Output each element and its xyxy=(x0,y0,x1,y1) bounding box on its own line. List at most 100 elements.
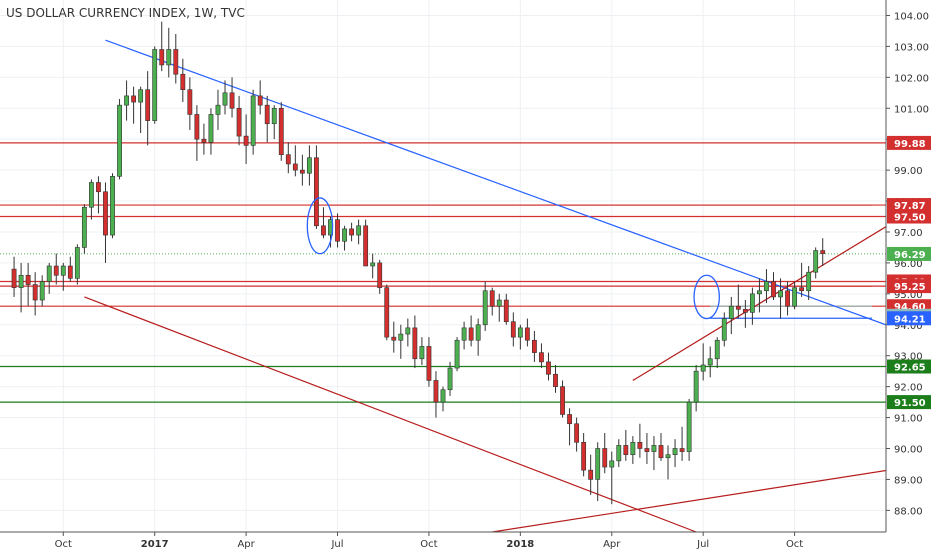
candle-body xyxy=(609,460,615,468)
highlight-ellipse xyxy=(306,197,334,255)
candle-body xyxy=(243,135,249,146)
x-ticks: Oct 2017 Apr Jul Oct 2018 Apr Jul Oct xyxy=(55,532,803,550)
y-tick-label: 101.00 xyxy=(894,104,929,115)
candle-body xyxy=(475,324,481,341)
x-tick-label: Apr xyxy=(237,539,255,550)
candle-body xyxy=(560,386,565,415)
x-tick-label: Apr xyxy=(603,539,621,550)
level-lines xyxy=(0,142,886,403)
candle-body xyxy=(391,336,397,341)
candle-body xyxy=(503,299,509,322)
price-tag-label: 94.60 xyxy=(894,302,926,313)
y-tick-label: 92.00 xyxy=(894,383,923,394)
candle-body xyxy=(721,318,727,341)
candle-body xyxy=(454,339,460,369)
candle-body xyxy=(679,448,685,452)
price-tag-label: 91.50 xyxy=(894,398,926,409)
x-tick-label: Jul xyxy=(696,539,709,550)
price-tag-label: 96.29 xyxy=(894,250,926,261)
y-tick-label: 97.00 xyxy=(894,228,923,239)
candle-body xyxy=(117,104,122,177)
candle-body xyxy=(39,281,45,301)
grid xyxy=(0,0,886,532)
candle-body xyxy=(532,339,537,353)
candle-body xyxy=(778,290,783,298)
candle-body xyxy=(370,262,376,267)
candle-body xyxy=(264,104,270,125)
candle-body xyxy=(771,281,776,298)
candle-body xyxy=(138,89,144,103)
y-tick-label: 91.00 xyxy=(894,414,923,425)
candle-body xyxy=(644,448,650,452)
candle-body xyxy=(377,262,383,288)
candle-body xyxy=(222,92,228,106)
candle-body xyxy=(588,469,594,480)
price-axis-background xyxy=(886,0,932,532)
price-tag-box xyxy=(887,198,931,213)
candle-body xyxy=(651,445,657,452)
candle-body xyxy=(405,327,411,335)
trend-line xyxy=(105,39,929,341)
candle-body xyxy=(426,346,432,381)
candle-body xyxy=(686,401,692,452)
candle-body xyxy=(623,445,629,455)
candle-body xyxy=(749,293,755,313)
candle-body xyxy=(194,114,200,140)
ellipse-marks xyxy=(306,197,720,320)
candle-body xyxy=(124,95,129,106)
candle-body xyxy=(799,287,805,292)
candle-body xyxy=(785,290,790,307)
price-tag-label: 94.21 xyxy=(894,314,926,325)
candle-body xyxy=(728,305,734,319)
candle-body xyxy=(285,154,291,165)
candle-body xyxy=(299,169,305,174)
candle-body xyxy=(250,95,256,146)
candle-body xyxy=(103,191,108,236)
candle-body xyxy=(595,448,601,480)
candle-body xyxy=(201,138,207,143)
candle-body xyxy=(96,182,101,193)
price-tag-label: 95.25 xyxy=(894,282,926,293)
candle-body xyxy=(792,287,797,307)
trend-line xyxy=(492,463,929,533)
candle-body xyxy=(700,364,706,372)
candle-body xyxy=(419,346,425,360)
candle-body xyxy=(813,250,819,273)
trend-line xyxy=(84,296,697,533)
candle-body xyxy=(461,327,467,341)
candle-body xyxy=(707,358,713,366)
y-tick-label: 93.00 xyxy=(894,352,923,363)
price-tag-box xyxy=(887,246,931,261)
candle-body xyxy=(742,309,748,313)
candle-body xyxy=(342,228,347,242)
candle-body xyxy=(616,445,622,462)
candles xyxy=(11,21,826,505)
candle-body xyxy=(60,265,66,276)
candle-body xyxy=(735,305,741,310)
candle-body xyxy=(257,95,263,106)
price-tag-box xyxy=(887,311,931,326)
candle-body xyxy=(306,157,312,174)
highlight-ellipse xyxy=(693,274,720,320)
candle-body xyxy=(496,299,502,307)
y-tick-label: 94.00 xyxy=(894,321,923,332)
candle-body xyxy=(384,287,390,338)
y-tick-label: 104.00 xyxy=(894,11,929,22)
candle-body xyxy=(764,281,769,292)
candle-body xyxy=(665,454,671,459)
candle-body xyxy=(581,442,587,471)
candle-body xyxy=(539,352,544,363)
candle-body xyxy=(166,49,172,66)
candle-body xyxy=(278,107,284,155)
x-tick-label: Jul xyxy=(330,539,343,550)
price-tag-label: 92.65 xyxy=(894,363,926,374)
candle-body xyxy=(208,114,214,143)
candle-body xyxy=(46,265,52,282)
candle-body xyxy=(173,49,179,75)
candle-body xyxy=(18,274,24,288)
y-tick-label: 90.00 xyxy=(894,444,923,455)
candle-body xyxy=(482,290,488,326)
candle-body xyxy=(714,339,720,360)
price-tag-box xyxy=(887,209,931,224)
y-tick-label: 96.00 xyxy=(894,259,923,270)
